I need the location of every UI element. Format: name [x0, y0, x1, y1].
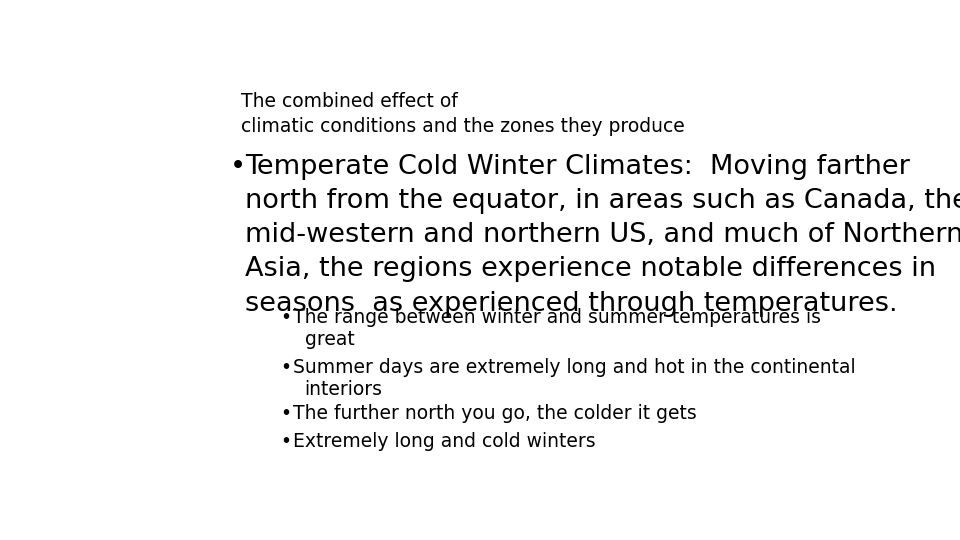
Text: •: • — [230, 154, 246, 180]
Text: •: • — [280, 404, 291, 423]
Text: climatic conditions and the zones they produce: climatic conditions and the zones they p… — [241, 117, 685, 136]
Text: The combined effect of: The combined effect of — [241, 92, 458, 111]
Text: •: • — [280, 431, 291, 450]
Text: Asia, the regions experience notable differences in: Asia, the regions experience notable dif… — [245, 256, 936, 282]
Text: •: • — [280, 308, 291, 327]
Text: seasons  as experienced through temperatures.: seasons as experienced through temperatu… — [245, 291, 898, 316]
Text: Temperate Cold Winter Climates:  Moving farther: Temperate Cold Winter Climates: Moving f… — [245, 154, 910, 180]
Text: The range between winter and summer temperatures is: The range between winter and summer temp… — [294, 308, 822, 327]
Text: north from the equator, in areas such as Canada, the: north from the equator, in areas such as… — [245, 188, 960, 214]
Text: •: • — [280, 358, 291, 377]
Text: Extremely long and cold winters: Extremely long and cold winters — [294, 431, 596, 450]
Text: Summer days are extremely long and hot in the continental: Summer days are extremely long and hot i… — [294, 358, 856, 377]
Text: The further north you go, the colder it gets: The further north you go, the colder it … — [294, 404, 697, 423]
Text: interiors: interiors — [304, 380, 382, 399]
Text: mid-western and northern US, and much of Northern: mid-western and northern US, and much of… — [245, 222, 960, 248]
Text: great: great — [304, 329, 354, 349]
